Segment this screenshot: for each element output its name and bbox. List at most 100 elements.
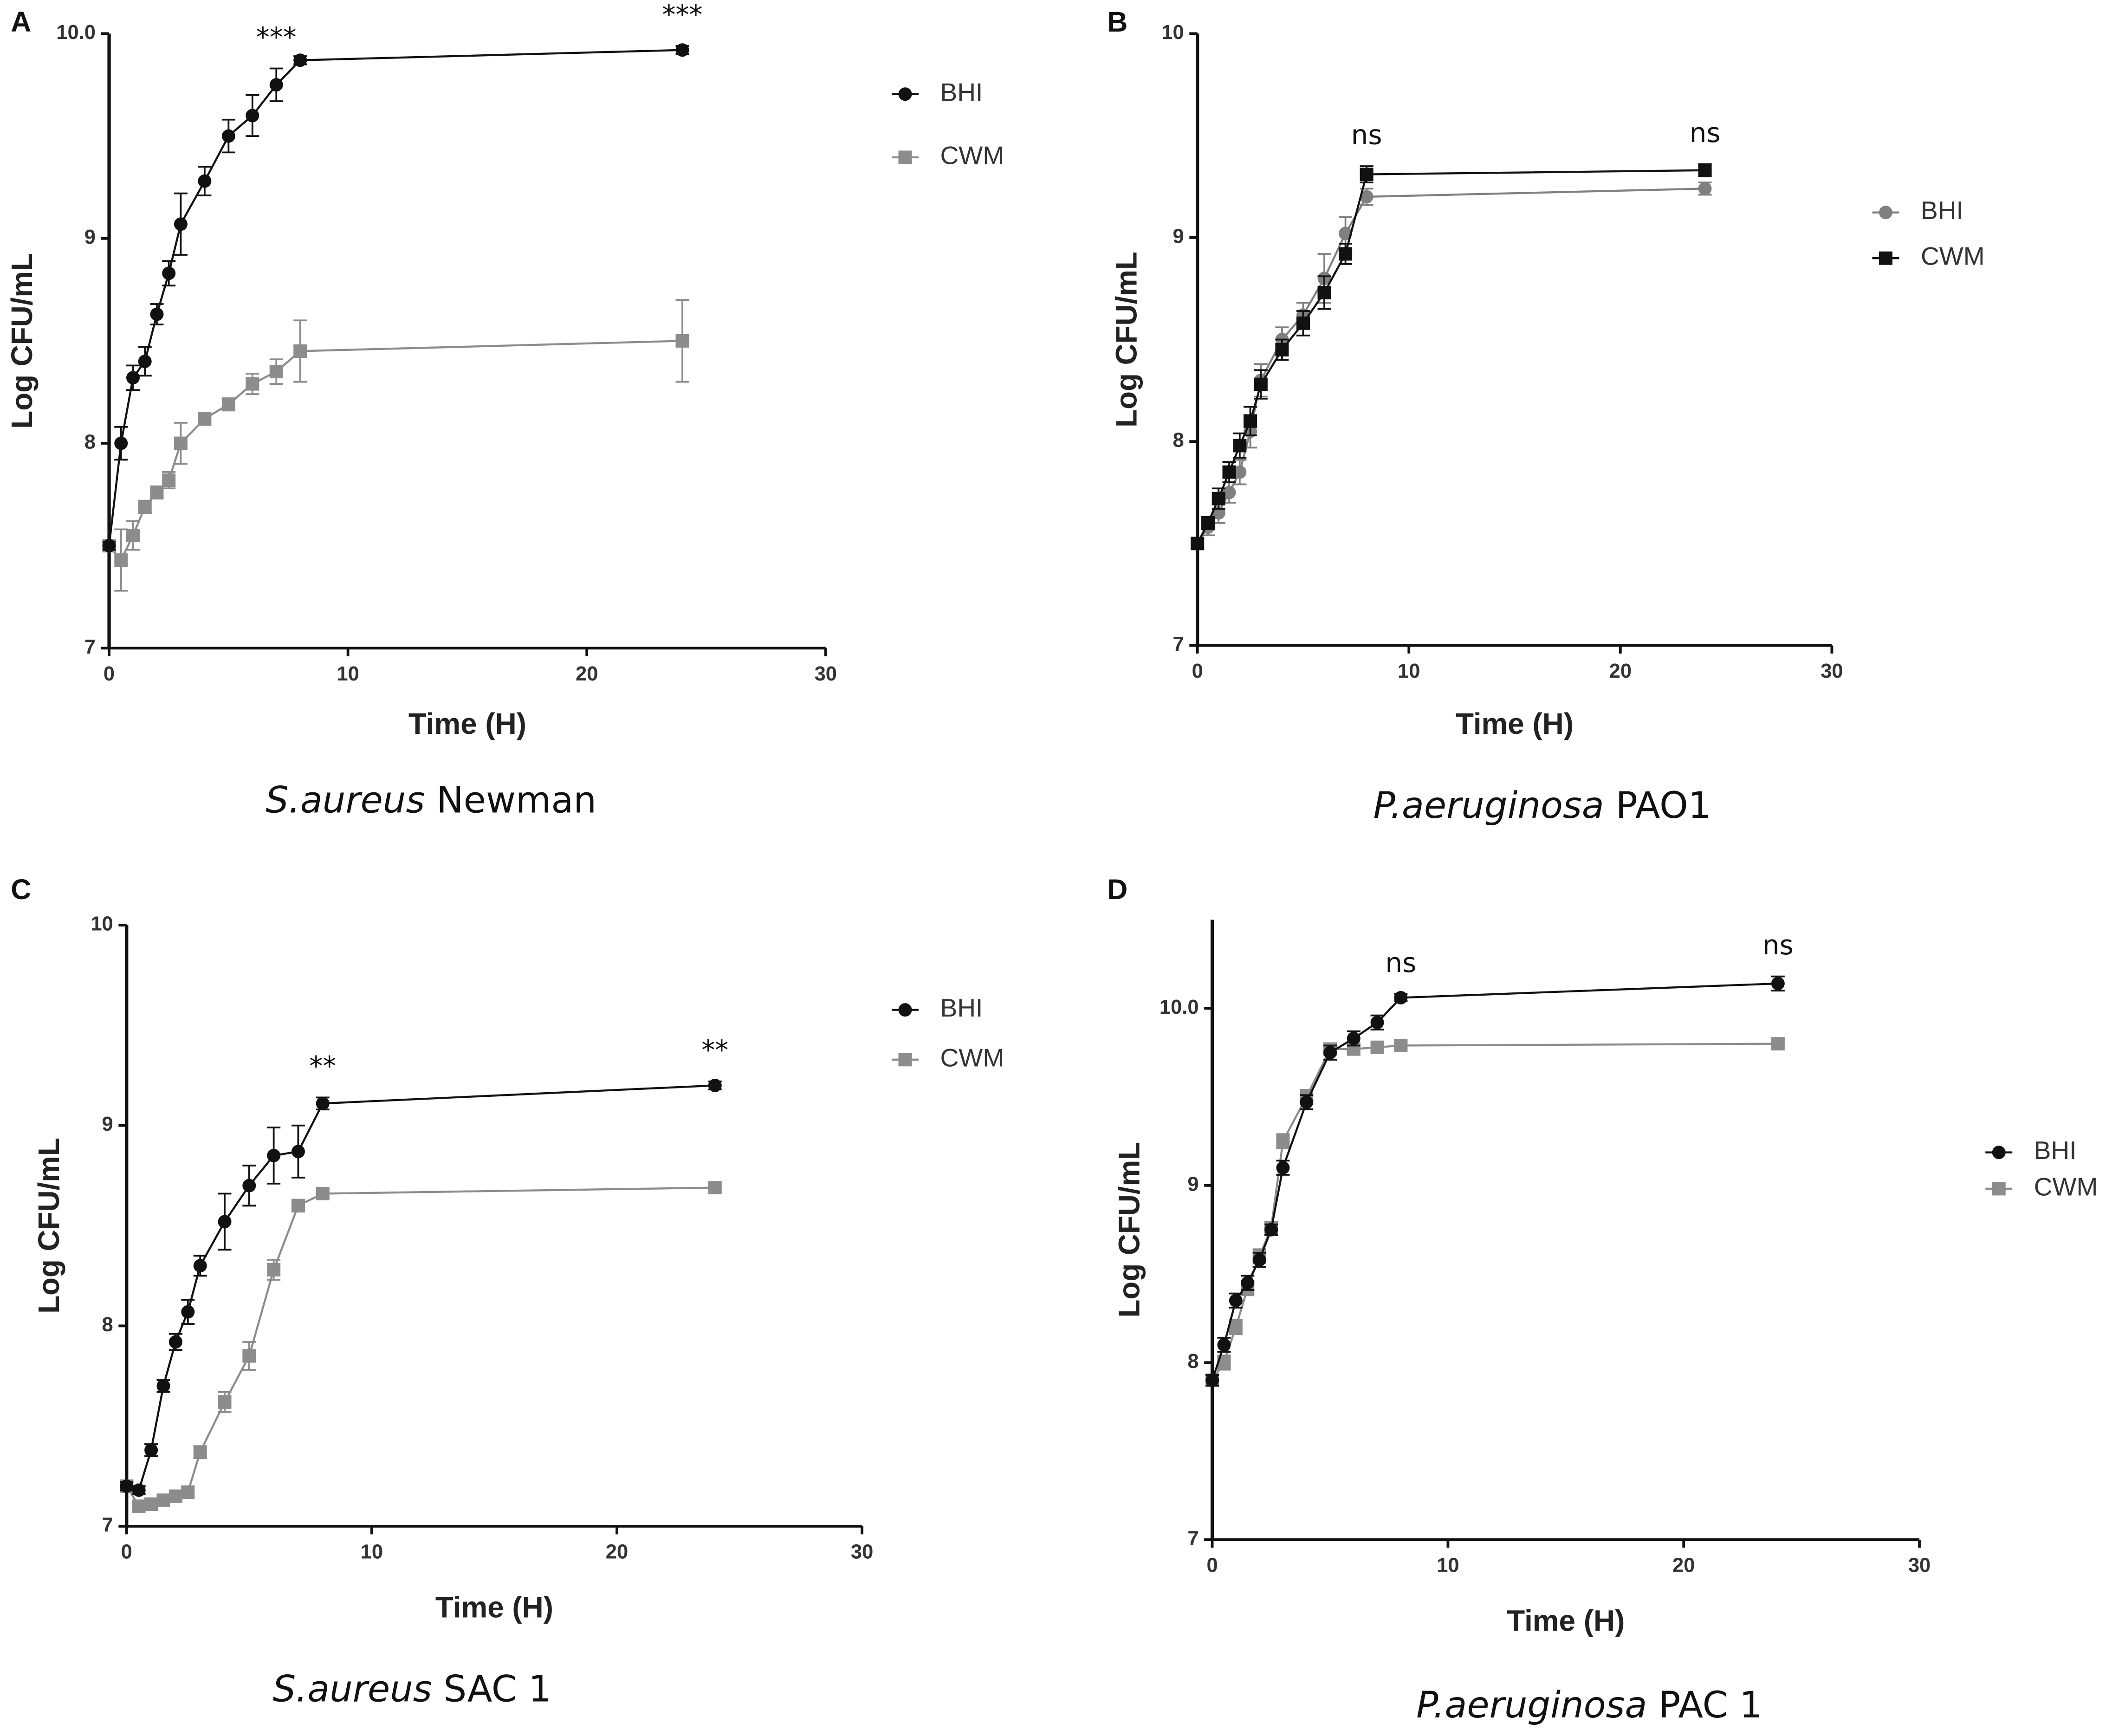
- marker: [1360, 168, 1373, 181]
- x-tick-label: 10: [1437, 1554, 1459, 1576]
- panel-letter: D: [1107, 874, 1127, 905]
- y-tick-label: 10: [91, 913, 113, 935]
- x-tick-label: 10: [361, 1541, 383, 1563]
- marker: [1276, 1134, 1290, 1148]
- series-line: [108, 340, 683, 562]
- marker: [1252, 1253, 1266, 1267]
- y-tick-label: 10: [1161, 21, 1184, 44]
- annotation: ns: [1385, 947, 1416, 978]
- marker: [1211, 492, 1225, 505]
- x-tick-label: 30: [851, 1541, 873, 1563]
- marker: [181, 1305, 195, 1319]
- x-tick-label: 0: [121, 1541, 132, 1563]
- marker: [198, 174, 212, 188]
- y-tick-label: 7: [1187, 1528, 1199, 1550]
- marker: [150, 307, 164, 321]
- x-tick-label: 30: [1820, 660, 1843, 682]
- legend-label: BHI: [940, 993, 983, 1022]
- marker: [150, 486, 164, 499]
- marker: [246, 377, 259, 391]
- caption: S.aureus Newman: [266, 779, 596, 822]
- legend-label: BHI: [940, 78, 983, 106]
- marker: [1296, 316, 1310, 330]
- marker: [120, 1479, 134, 1493]
- marker: [1370, 1040, 1384, 1054]
- marker: [1229, 1294, 1243, 1308]
- annotation: ns: [1690, 117, 1721, 149]
- panel-letter: C: [11, 874, 31, 905]
- marker: [1254, 377, 1268, 391]
- caption-species: S.aureus: [266, 779, 425, 822]
- legend-marker: [898, 1003, 912, 1017]
- panel: B 0 10 20 30 7 8 9 10 Time (H) Log CFU/mL BHI CWM ns n…: [1107, 6, 1984, 827]
- marker: [193, 1445, 207, 1459]
- legend-marker: [1992, 1146, 2006, 1159]
- marker: [242, 1349, 256, 1363]
- marker: [138, 355, 152, 368]
- marker: [246, 109, 259, 123]
- caption-strain: SAC 1: [432, 1668, 552, 1710]
- y-tick-label: 10.0: [56, 21, 96, 44]
- marker: [1360, 190, 1373, 204]
- marker: [1300, 1095, 1314, 1109]
- x-axis-label: Time (H): [408, 707, 526, 740]
- marker: [102, 539, 116, 553]
- marker: [126, 371, 140, 385]
- series-line: [1211, 1043, 1778, 1381]
- marker: [1264, 1223, 1278, 1237]
- marker: [114, 436, 128, 450]
- marker: [156, 1493, 170, 1507]
- marker: [221, 129, 235, 143]
- annotation: **: [309, 1050, 336, 1082]
- marker: [174, 217, 188, 231]
- marker: [1222, 465, 1236, 479]
- legend-label: BHI: [2034, 1136, 2077, 1165]
- caption: P.aeruginosa PAC 1: [1416, 1684, 1762, 1727]
- marker: [1229, 1320, 1243, 1334]
- legend-marker: [898, 150, 912, 164]
- x-tick-label: 10: [1398, 660, 1420, 682]
- x-tick-label: 30: [1908, 1554, 1931, 1576]
- marker: [675, 334, 689, 348]
- marker: [1241, 1276, 1255, 1290]
- panel: D 0 10 20 30 7 8 9 10.0 Time (H) Log CFU/mL CWM BHI n…: [1107, 874, 2098, 1727]
- y-axis-label: Log CFU/mL: [1112, 1142, 1146, 1318]
- marker: [114, 553, 128, 567]
- y-tick-label: 8: [1187, 1350, 1199, 1373]
- marker: [1205, 1373, 1219, 1387]
- marker: [1222, 486, 1236, 499]
- marker: [221, 397, 235, 411]
- y-tick-label: 9: [84, 226, 96, 248]
- marker: [293, 344, 307, 358]
- annotation: ***: [662, 0, 703, 30]
- marker: [1233, 465, 1247, 479]
- marker: [1191, 537, 1205, 551]
- x-tick-label: 20: [606, 1541, 628, 1563]
- marker: [1217, 1338, 1231, 1352]
- marker: [174, 436, 188, 450]
- caption-species: P.aeruginosa: [1416, 1684, 1647, 1727]
- legend-marker: [1992, 1182, 2006, 1196]
- marker: [144, 1497, 158, 1511]
- caption-strain: Newman: [425, 779, 596, 822]
- y-tick-label: 8: [1173, 429, 1184, 452]
- series-line: [108, 49, 683, 546]
- series-line: [126, 1084, 715, 1492]
- marker: [162, 473, 176, 487]
- marker: [675, 43, 689, 57]
- x-axis-label: Time (H): [1507, 1604, 1625, 1638]
- y-tick-label: 8: [102, 1314, 113, 1336]
- marker: [132, 1483, 146, 1497]
- marker: [1323, 1046, 1337, 1060]
- y-tick-label: 7: [84, 636, 96, 658]
- y-tick-label: 8: [84, 431, 96, 453]
- marker: [1233, 439, 1247, 453]
- y-tick-label: 10.0: [1160, 996, 1199, 1018]
- marker: [267, 1263, 281, 1277]
- marker: [293, 53, 307, 67]
- x-tick-label: 20: [1609, 660, 1632, 682]
- x-tick-label: 20: [1672, 1554, 1695, 1576]
- caption: S.aureus SAC 1: [273, 1668, 552, 1710]
- caption: P.aeruginosa PAO1: [1373, 785, 1711, 827]
